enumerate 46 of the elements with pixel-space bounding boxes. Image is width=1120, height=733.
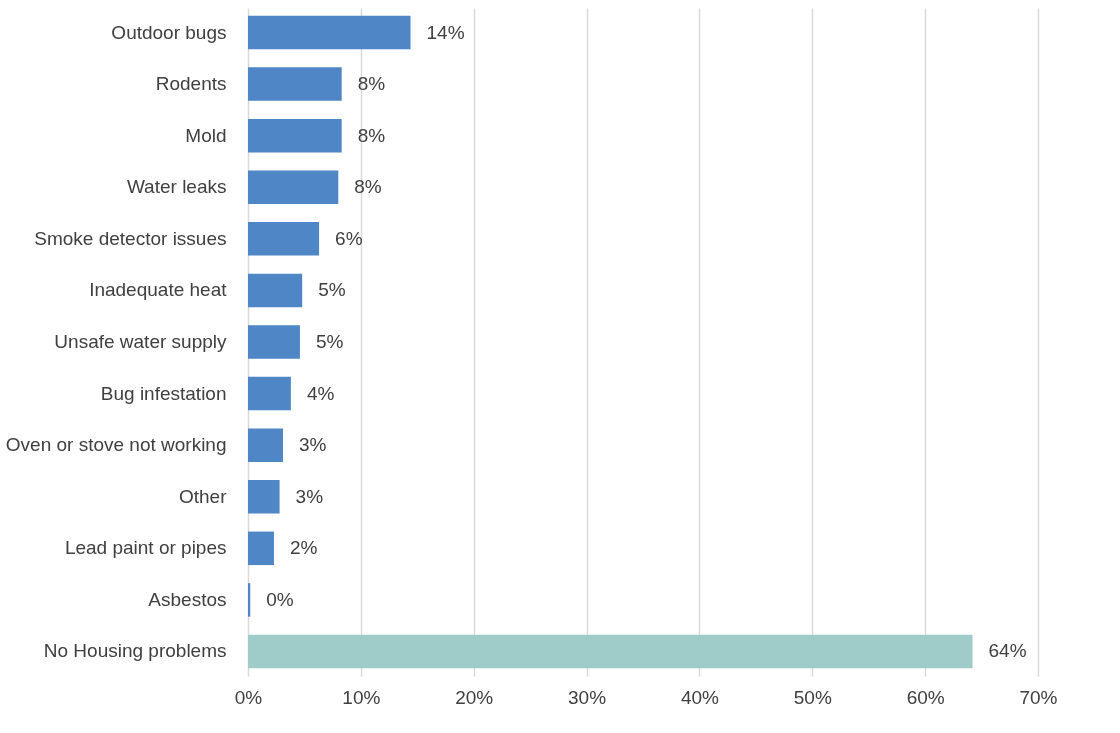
x-tick-label: 60% — [906, 686, 945, 708]
x-tick-label: 30% — [568, 686, 607, 708]
x-tick-label: 50% — [793, 686, 832, 708]
x-tick-label: 10% — [342, 686, 381, 708]
bar — [248, 15, 411, 50]
bar — [248, 634, 973, 669]
y-tick-label: Inadequate heat — [89, 279, 228, 301]
data-label: 3% — [295, 485, 324, 507]
x-tick-label: 20% — [455, 686, 494, 708]
y-tick-label: Mold — [185, 124, 227, 146]
y-tick-label: Other — [178, 485, 228, 507]
y-tick-label: Lead paint or pipes — [64, 537, 227, 559]
bar — [248, 428, 283, 462]
bar — [248, 170, 339, 205]
data-label: 2% — [289, 537, 318, 559]
bar — [248, 222, 320, 256]
y-tick-label: Asbestos — [148, 588, 227, 610]
y-tick-label: Unsafe water supply — [54, 331, 227, 352]
y-tick-label: Rodents — [155, 73, 227, 95]
data-label: 14% — [426, 21, 465, 43]
bar — [248, 273, 303, 308]
bar — [248, 479, 280, 514]
bar — [248, 118, 342, 153]
data-label: 3% — [298, 434, 327, 456]
data-label: 4% — [306, 382, 335, 404]
x-tick-label: 40% — [680, 686, 720, 708]
data-label: 64% — [988, 640, 1027, 662]
data-label: 8% — [354, 176, 382, 198]
data-label: 6% — [335, 227, 363, 249]
y-tick-label: Bug infestation — [100, 382, 227, 404]
data-label: 5% — [318, 279, 346, 301]
y-tick-label: Oven or stove not working — [5, 434, 227, 456]
bar — [248, 325, 300, 359]
y-tick-label: Outdoor bugs — [111, 21, 227, 43]
y-tick-label: Smoke detector issues — [34, 227, 227, 249]
bar — [248, 376, 291, 411]
y-tick-label: Water leaks — [126, 176, 227, 198]
data-label: 8% — [357, 73, 386, 95]
x-tick-label: 0% — [234, 686, 263, 708]
y-tick-label: No Housing problems — [43, 640, 227, 662]
x-tick-label: 70% — [1019, 686, 1058, 708]
data-label: 5% — [315, 331, 344, 352]
bar — [248, 67, 342, 101]
data-label: 0% — [266, 588, 294, 610]
data-label: 8% — [357, 124, 386, 146]
bar — [248, 531, 274, 566]
